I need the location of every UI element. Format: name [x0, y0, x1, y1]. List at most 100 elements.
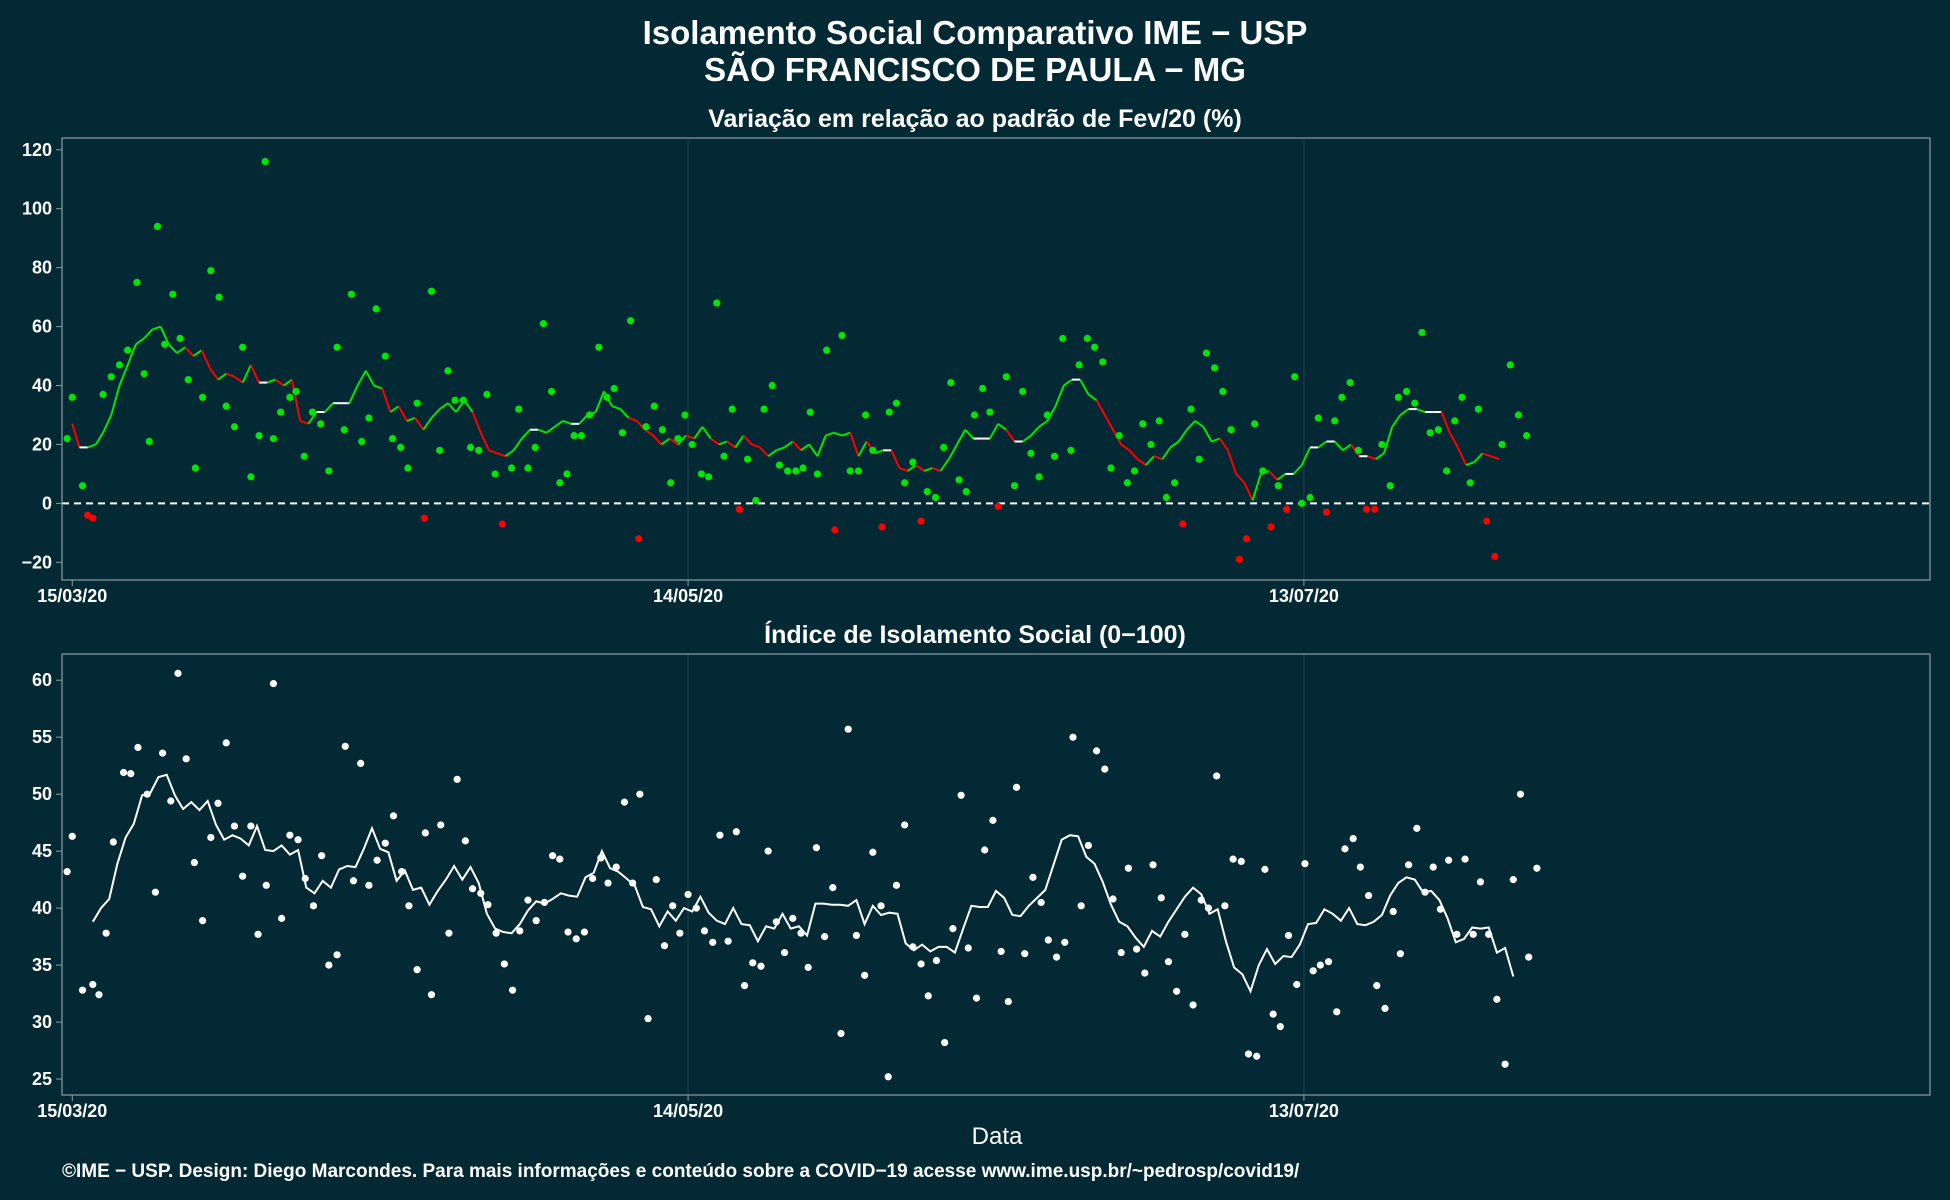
chart-title: Isolamento Social Comparativo IME − USP — [643, 14, 1308, 51]
panel1-data-point — [1019, 387, 1027, 396]
panel1-moving-average-segment — [1177, 429, 1188, 443]
panel1-data-point — [728, 405, 736, 413]
panel1-data-point — [261, 157, 269, 166]
panel2-data-point — [1109, 895, 1117, 903]
panel1-data-point — [292, 387, 300, 396]
panel1-data-point — [444, 367, 452, 375]
panel2-data-point — [1324, 958, 1333, 966]
panel1-moving-average-segment — [907, 464, 917, 472]
panel2-y-tick-label: 50 — [32, 784, 52, 804]
panel1-data-point — [775, 461, 784, 469]
panel2-data-point — [309, 902, 318, 910]
panel1-data-point — [413, 399, 421, 407]
panel1-moving-average-segment — [956, 429, 967, 445]
panel2-data-point — [1244, 1050, 1253, 1058]
panel1-data-point — [397, 443, 405, 451]
panel1-data-point — [947, 378, 955, 387]
panel2-data-point — [174, 669, 182, 677]
panel1-title: Variação em relação ao padrão de Fev/20 … — [708, 105, 1242, 133]
panel1-moving-average-segment — [389, 405, 400, 413]
panel1-moving-average-segment — [915, 464, 925, 472]
panel1-moving-average-segment — [414, 417, 425, 431]
panel2-data-point — [749, 959, 757, 967]
panel2-data-point — [1133, 945, 1141, 953]
panel2-data-point — [892, 881, 901, 889]
panel2-data-point — [1356, 863, 1364, 871]
panel1-moving-average-segment — [266, 378, 276, 384]
panel1-moving-average-segment — [118, 364, 129, 386]
panel1-data-point — [1219, 387, 1227, 396]
panel1-data-point — [823, 346, 831, 354]
panel1-data-point — [674, 434, 682, 443]
panel2-data-point — [1069, 733, 1077, 741]
panel2-data-point — [1084, 841, 1092, 850]
panel1-moving-average-segment — [143, 328, 154, 340]
panel2-data-point — [740, 982, 749, 990]
panel1-data-point — [222, 402, 230, 410]
panel1-data-point — [1523, 432, 1531, 440]
panel1-data-point — [799, 464, 807, 472]
isolation-index-panel: 25 30 35 40 45 50 55 60 15/03/20 14/05/20 13/07/20 — [32, 653, 1931, 1121]
panel1-moving-average-segment — [397, 405, 408, 422]
panel1-data-point — [735, 505, 744, 513]
panel2-title: Índice de Isolamento Social (0−100) — [764, 620, 1186, 649]
chart-location: SÃO FRANCISCO DE PAULA − MG — [704, 51, 1246, 88]
panel2-data-point — [269, 680, 278, 688]
panel1-data-point — [427, 287, 436, 295]
panel1-moving-average-segment — [734, 435, 745, 448]
panel2-data-point — [1436, 905, 1445, 913]
panel1-data-point — [1411, 399, 1419, 407]
panel2-data-point — [333, 951, 341, 959]
panel1-moving-average-segment — [759, 446, 769, 457]
panel2-data-point — [620, 798, 629, 806]
panel1-moving-average-segment — [1399, 408, 1410, 416]
panel2-data-point — [68, 832, 76, 840]
panel1-data-point — [603, 393, 611, 401]
panel1-moving-average-segment — [1046, 405, 1057, 422]
panel1-moving-average-segment — [710, 437, 720, 446]
panel1-data-point — [239, 343, 247, 351]
panel2-data-point — [997, 947, 1005, 956]
panel1-data-point — [784, 467, 792, 475]
panel2-data-point — [1373, 982, 1381, 990]
panel1-moving-average-segment — [1300, 446, 1311, 466]
panel1-moving-average-segment — [718, 440, 728, 446]
panel1-moving-average-segment — [496, 452, 506, 458]
panel2-data-point — [1181, 930, 1189, 938]
panel1-data-point — [658, 426, 667, 434]
panel1-data-point — [1426, 429, 1434, 437]
panel1-data-point — [1211, 364, 1219, 372]
panel1-data-point — [1483, 517, 1491, 525]
panel2-data-point — [341, 742, 349, 750]
panel1-moving-average-segment — [348, 385, 359, 404]
panel1-moving-average-segment — [923, 467, 933, 472]
panel1-data-point — [1491, 552, 1499, 561]
panel1-data-point — [300, 452, 308, 460]
panel1-data-point — [475, 446, 483, 454]
panel2-data-point — [468, 885, 477, 893]
panel1-moving-average-segment — [1292, 464, 1303, 475]
panel2-data-point — [109, 838, 117, 846]
panel1-moving-average-segment — [1211, 437, 1221, 443]
panel1-data-point — [176, 334, 184, 342]
panel1-data-point — [869, 446, 877, 454]
panel1-moving-average-segment — [1087, 393, 1098, 402]
panel1-moving-average-segment — [874, 449, 884, 455]
panel1-data-point — [1346, 378, 1354, 387]
panel2-data-point — [477, 889, 485, 897]
panel1-data-point — [1123, 479, 1131, 487]
panel1-data-point — [169, 290, 177, 298]
panel2-data-point — [1469, 930, 1477, 938]
panel2-data-point — [1405, 861, 1413, 869]
panel1-moving-average-segment — [1456, 446, 1467, 466]
panel2-data-point — [1284, 931, 1293, 940]
panel2-data-point — [167, 797, 175, 805]
panel1-moving-average-segment — [1235, 473, 1246, 484]
panel1-moving-average-segment — [1128, 449, 1139, 460]
panel1-data-point — [372, 305, 380, 313]
panel1-moving-average-segment — [742, 434, 753, 446]
panel1-moving-average-segment — [899, 467, 909, 472]
panel1-data-point — [459, 396, 467, 404]
credit-footer: ©IME − USP. Design: Diego Marcondes. Par… — [62, 1161, 1300, 1182]
